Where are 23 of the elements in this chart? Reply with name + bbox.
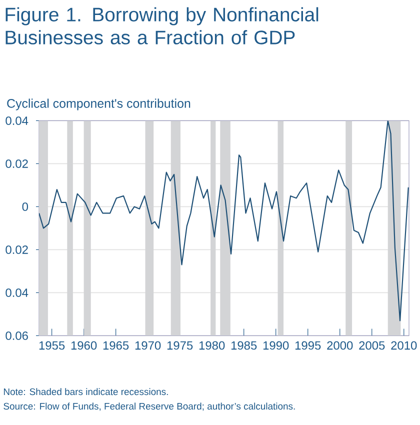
line-series bbox=[38, 120, 409, 322]
y-tick-label: 0.02 bbox=[5, 159, 28, 168]
x-tick-label: 2005 bbox=[358, 341, 384, 350]
x-tick-label: 2010 bbox=[390, 341, 416, 350]
x-tick-label: 2000 bbox=[326, 341, 352, 350]
y-axis-title: Cyclical component's contribution bbox=[6, 98, 190, 110]
x-tick-label: 1975 bbox=[167, 341, 192, 350]
x-tick-label: 1985 bbox=[231, 341, 256, 350]
x-tick-label: 1955 bbox=[39, 341, 64, 350]
y-tick-label: 0 bbox=[22, 202, 28, 211]
y-tick-label: 0.02 bbox=[5, 245, 28, 254]
x-tick-label: 1980 bbox=[199, 341, 224, 350]
y-tick-label: 0.06 bbox=[5, 331, 28, 340]
source-note: Source: Flow of Funds, Federal Reserve Board; author’s calculations. bbox=[3, 402, 295, 411]
y-tick-label: 0.04 bbox=[5, 116, 28, 125]
x-tick-label: 1960 bbox=[71, 341, 96, 350]
x-tick-label: 1990 bbox=[263, 341, 288, 350]
chart-title: Figure 1. Borrowing by Nonfinancial Businesses as a Fraction of GDP bbox=[6, 7, 318, 44]
x-tick-label: 1995 bbox=[295, 341, 320, 350]
y-tick-label: 0.04 bbox=[5, 288, 28, 297]
x-tick-label: 1965 bbox=[103, 341, 128, 350]
x-tick-label: 1970 bbox=[135, 341, 160, 350]
text: Note: Shaded bars indicate recessions. bbox=[4, 388, 168, 396]
